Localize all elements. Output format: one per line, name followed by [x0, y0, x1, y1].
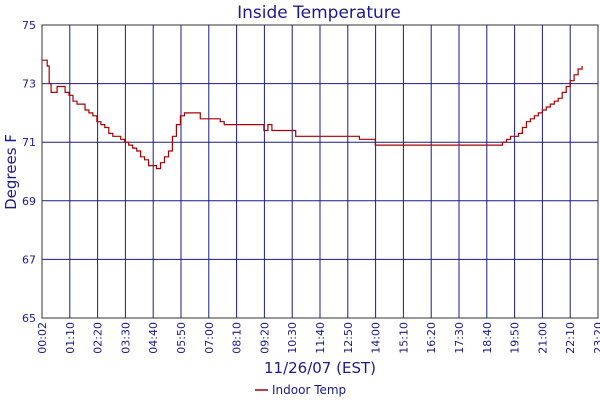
x-tick-label: 10:30 [286, 322, 299, 354]
x-tick-label: 18:40 [481, 322, 494, 354]
x-tick-label: 22:10 [564, 322, 577, 354]
y-tick-label: 73 [22, 78, 36, 91]
x-tick-label: 04:40 [147, 322, 160, 354]
y-tick-labels: 65 67 69 71 73 75 [22, 19, 36, 325]
legend: Indoor Temp [255, 383, 346, 397]
x-tick-label: 14:00 [370, 322, 383, 354]
x-tick-label: 16:20 [425, 322, 438, 354]
x-tick-label: 09:20 [258, 322, 271, 354]
x-tick-label: 12:50 [342, 322, 355, 354]
x-tick-label: 05:50 [175, 322, 188, 354]
x-tick-label: 19:50 [509, 322, 522, 354]
x-tick-label: 23:20 [592, 322, 600, 354]
x-tick-label: 02:20 [92, 322, 105, 354]
y-tick-label: 65 [22, 312, 36, 325]
y-axis-label: Degrees F [2, 134, 20, 210]
series-line-indoor-temp [42, 59, 583, 170]
y-tick-label: 69 [22, 195, 36, 208]
x-tick-label: 08:10 [231, 322, 244, 354]
y-tick-label: 75 [22, 19, 36, 32]
x-tick-label: 11:40 [314, 322, 327, 354]
chart-title: Inside Temperature [237, 3, 401, 23]
x-tick-label: 17:30 [453, 322, 466, 354]
plot-area [41, 24, 599, 319]
grid-lines [42, 24, 598, 319]
x-tick-label: 03:30 [119, 322, 132, 354]
x-tick-label: 15:10 [397, 322, 410, 354]
y-tick-label: 71 [22, 136, 36, 149]
legend-label: Indoor Temp [272, 383, 346, 397]
x-tick-label: 00:02 [36, 322, 49, 354]
x-tick-label: 21:00 [536, 322, 549, 354]
x-tick-labels: 00:02 01:10 02:20 03:30 04:40 05:50 07:00 08:10… [36, 322, 600, 354]
x-tick-label: 07:00 [203, 322, 216, 354]
x-tick-label: 01:10 [64, 322, 77, 354]
y-tick-label: 67 [22, 253, 36, 266]
x-axis-label: 11/26/07 (EST) [264, 359, 376, 377]
